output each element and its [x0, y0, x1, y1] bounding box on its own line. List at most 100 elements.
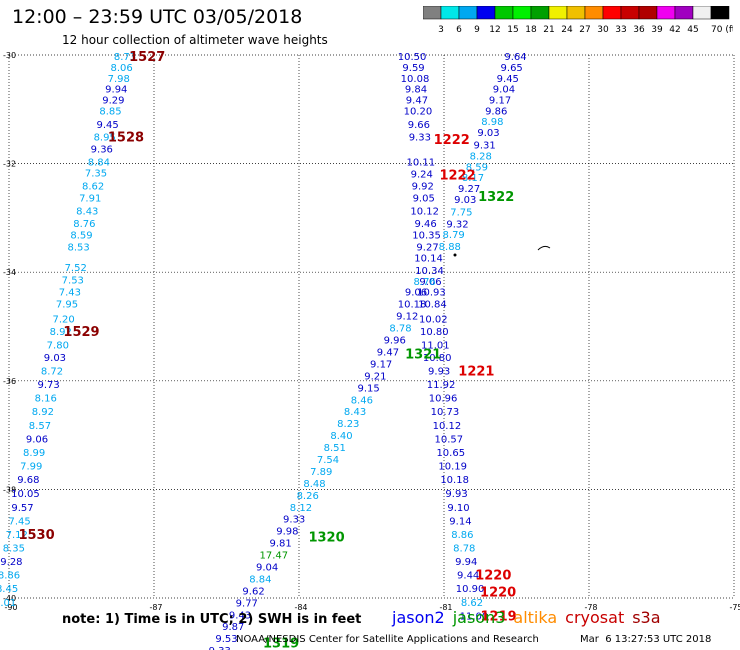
wave-height-label: 8.62 [82, 181, 104, 192]
wave-height-label: 10.73 [431, 407, 460, 418]
wave-height-label: 9.03 [454, 195, 476, 206]
y-tick-label: -30 [3, 51, 16, 60]
wave-height-label: 7.95 [56, 300, 78, 311]
pass-time-label: 1530 [18, 528, 54, 543]
colorbar-tick-label: 6 [456, 25, 462, 35]
island-dot [453, 253, 457, 257]
wave-height-label: 7.20 [52, 314, 74, 325]
wave-height-label: 9.33 [409, 132, 431, 143]
wave-height-label: 10.84 [418, 300, 447, 311]
footer-note: note: 1) Time is in UTC; 2) SWH is in fe… [62, 612, 362, 627]
wave-height-label: 7.35 [85, 168, 107, 179]
wave-height-label: 9.81 [270, 539, 292, 550]
wave-height-label: 9.10 [447, 503, 469, 514]
wave-height-label: 9.46 [415, 219, 437, 230]
colorbar-tick-label: 15 [507, 25, 518, 35]
wave-height-label: 8.88 [439, 242, 461, 253]
wave-height-label: 10.05 [11, 489, 40, 500]
wave-height-label: 9.31 [473, 141, 495, 152]
pass-time-label: 1219 [481, 609, 517, 624]
wave-height-label: 8.01 [0, 598, 16, 609]
wave-height-label: 8.92 [50, 327, 72, 338]
colorbar-tick-label: 12 [489, 25, 500, 35]
wave-height-label: 9.87 [222, 622, 244, 633]
wave-height-label: 7.53 [62, 275, 84, 286]
wave-height-label: 9.33 [209, 646, 231, 650]
legend-altika: altika [513, 608, 558, 627]
pass-time-label: 1527 [129, 50, 165, 65]
satellite-legend: jason2 jason3 altika cryosat s3a [392, 608, 669, 627]
wave-height-label: 8.45 [0, 584, 18, 595]
chart-subtitle: 12 hour collection of altimeter wave hei… [62, 33, 328, 47]
wave-height-label: 8.51 [324, 443, 346, 454]
wave-height-label: 10.20 [404, 106, 433, 117]
x-tick-label: -87 [149, 603, 162, 612]
wave-height-label: 9.77 [236, 598, 258, 609]
wave-height-label: 9.73 [38, 380, 60, 391]
y-tick-label: -34 [3, 268, 16, 277]
wave-height-label: 8.12 [290, 503, 312, 514]
colorbar-tick-label: 18 [525, 25, 537, 35]
legend-cryosat: cryosat [565, 608, 625, 627]
pass-time-label: 1322 [478, 190, 514, 205]
colorbar-tick-label: 45 [687, 25, 698, 35]
island-outline [537, 245, 551, 251]
wave-height-label: 9.04 [493, 85, 515, 96]
wave-height-label: 8.79 [443, 230, 465, 241]
wave-height-label: 8.92 [32, 407, 54, 418]
legend-s3a: s3a [632, 608, 661, 627]
wave-height-label: 9.04 [256, 563, 278, 574]
y-tick-label: -40 [3, 594, 16, 603]
wave-height-label: 8.76 [414, 277, 436, 288]
wave-height-label: 9.03 [477, 128, 499, 139]
wave-height-label: 10.96 [429, 394, 458, 405]
wave-height-label: 9.05 [413, 193, 435, 204]
wave-height-label: 10.19 [438, 462, 467, 473]
x-tick-label: -78 [584, 603, 597, 612]
wave-height-label: 8.17 [462, 173, 484, 184]
wave-height-label: 8.35 [3, 544, 25, 555]
wave-height-label: 8.76 [73, 219, 95, 230]
pass-time-label: 1222 [434, 133, 470, 148]
wave-height-label: 9.86 [485, 106, 507, 117]
wave-height-label: 8.95 [94, 132, 116, 143]
wave-height-label: 10.14 [414, 254, 443, 265]
wave-height-label: 8.46 [351, 395, 373, 406]
pass-time-label: 1220 [475, 569, 511, 584]
wave-height-label: 7.89 [310, 467, 332, 478]
wave-height-label: 9.17 [489, 96, 511, 107]
wave-height-label: 9.98 [276, 527, 298, 538]
wave-height-label: 8.28 [470, 151, 492, 162]
wave-height-label: 9.66 [408, 120, 430, 131]
wave-height-label: 7.52 [65, 263, 87, 274]
pass-time-label: 1528 [108, 130, 144, 145]
wave-height-label: 8.06 [110, 63, 132, 74]
wave-height-label: 8.84 [249, 574, 271, 585]
colorbar-tick-label: 36 [633, 25, 645, 35]
y-tick-label: -36 [3, 377, 16, 386]
wave-height-label: 7.43 [59, 288, 81, 299]
wave-height-label: 10.08 [401, 74, 430, 85]
wave-height-label: 7.80 [47, 340, 69, 351]
wave-height-label: 9.64 [504, 52, 526, 63]
colorbar-tick-label: 21 [543, 25, 554, 35]
wave-height-label: 9.92 [412, 181, 434, 192]
wave-height-label: 17.47 [260, 551, 289, 562]
wave-height-label: 9.68 [17, 475, 39, 486]
wave-height-label: 9.06 [419, 277, 441, 288]
wave-height-label: 10.35 [412, 231, 441, 242]
wave-height-label: 8.78 [453, 544, 475, 555]
x-tick-label: -81 [439, 603, 452, 612]
wave-height-label: 9.21 [364, 371, 386, 382]
wave-height-label: 8.23 [337, 419, 359, 430]
wave-height-label: 9.65 [501, 63, 523, 74]
wave-height-label: 10.90 [456, 584, 485, 595]
wave-height-label: 9.57 [11, 503, 33, 514]
wave-height-label: 10.18 [398, 300, 427, 311]
wave-height-label: 8.85 [99, 106, 121, 117]
wave-height-label: 9.28 [0, 557, 22, 568]
wave-height-label: 9.17 [370, 359, 392, 370]
colorbar-tick-label: 39 [651, 25, 663, 35]
y-tick-label: -32 [3, 160, 16, 169]
wave-height-label: 10.11 [406, 157, 435, 168]
